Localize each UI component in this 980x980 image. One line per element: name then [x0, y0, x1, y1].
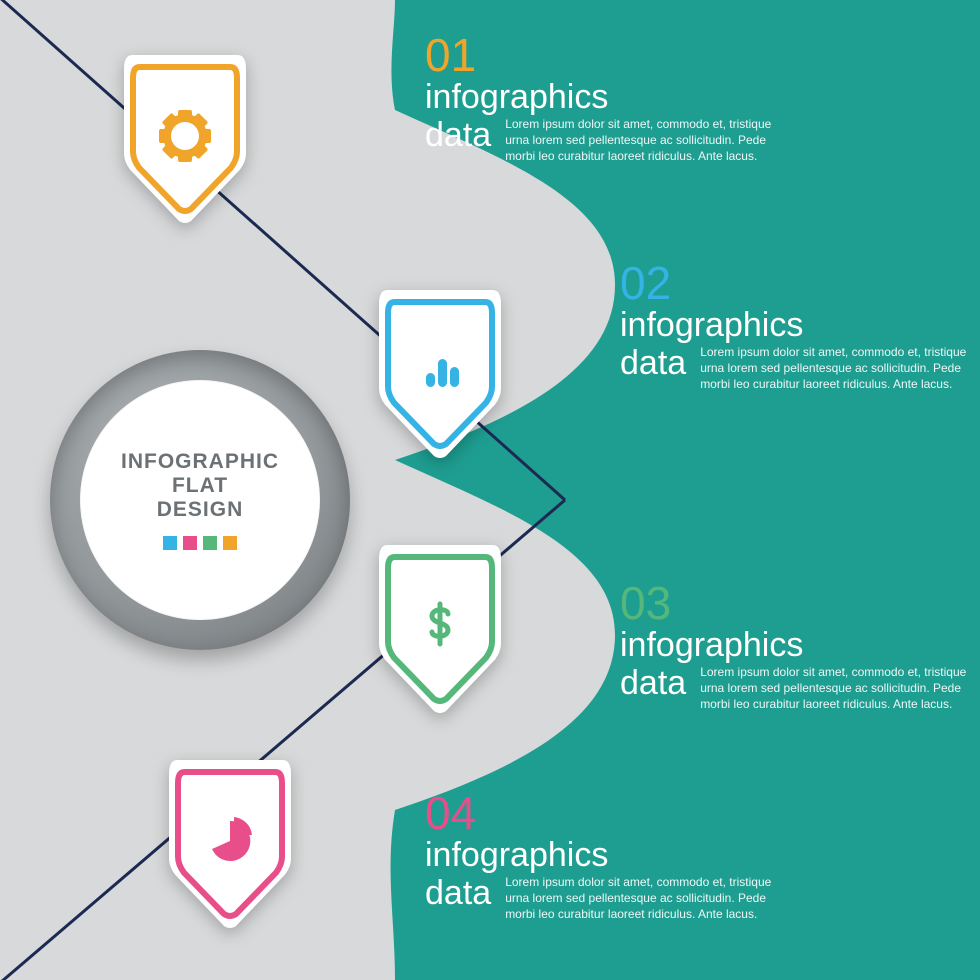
- step-4-badge: [155, 760, 305, 930]
- step-2-title-line1: infographics: [620, 308, 980, 344]
- center-dot: [163, 536, 177, 550]
- step-4-title-line2: data: [425, 876, 491, 912]
- step-1-number: 01: [425, 32, 785, 78]
- center-circle: INFOGRAPHIC FLAT DESIGN: [80, 380, 320, 620]
- step-3-number: 03: [620, 580, 980, 626]
- step-2-badge: [365, 290, 515, 460]
- step-1-body: Lorem ipsum dolor sit amet, commodo et, …: [505, 116, 785, 165]
- step-3-text: 03 infographics data Lorem ipsum dolor s…: [620, 580, 980, 712]
- center-dot: [223, 536, 237, 550]
- step-4-body: Lorem ipsum dolor sit amet, commodo et, …: [505, 874, 785, 923]
- gear-icon: [159, 110, 211, 162]
- center-title-line3: DESIGN: [121, 498, 279, 522]
- step-1-text: 01 infographics data Lorem ipsum dolor s…: [425, 32, 785, 164]
- infographic-stage: INFOGRAPHIC FLAT DESIGN: [0, 0, 980, 980]
- step-2-number: 02: [620, 260, 980, 306]
- step-1-badge: [110, 55, 260, 225]
- step-4-text: 04 infographics data Lorem ipsum dolor s…: [425, 790, 785, 922]
- step-2-title-line2: data: [620, 346, 686, 382]
- center-title-line1: INFOGRAPHIC: [121, 450, 279, 474]
- center-title: INFOGRAPHIC FLAT DESIGN: [121, 450, 279, 522]
- center-title-line2: FLAT: [121, 474, 279, 498]
- center-dot: [183, 536, 197, 550]
- step-3-title-line1: infographics: [620, 628, 980, 664]
- center-color-dots: [163, 536, 237, 550]
- step-3-badge: [365, 545, 515, 715]
- step-1-title-line1: infographics: [425, 80, 785, 116]
- step-2-text: 02 infographics data Lorem ipsum dolor s…: [620, 260, 980, 392]
- step-3-body: Lorem ipsum dolor sit amet, commodo et, …: [700, 664, 980, 713]
- step-2-body: Lorem ipsum dolor sit amet, commodo et, …: [700, 344, 980, 393]
- center-dot: [203, 536, 217, 550]
- step-3-title-line2: data: [620, 666, 686, 702]
- step-1-title-line2: data: [425, 118, 491, 154]
- step-4-number: 04: [425, 790, 785, 836]
- step-4-title-line1: infographics: [425, 838, 785, 874]
